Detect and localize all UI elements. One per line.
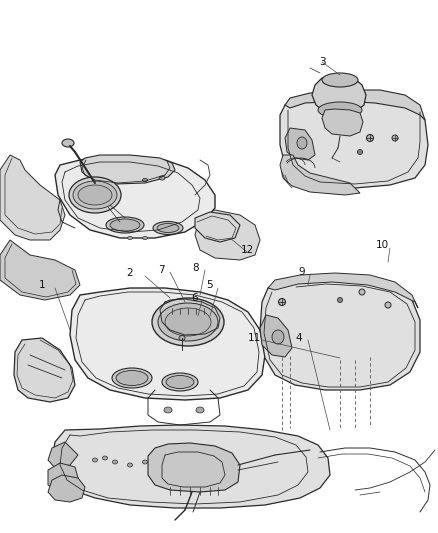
Ellipse shape (112, 460, 117, 464)
Ellipse shape (384, 302, 390, 308)
Polygon shape (194, 212, 240, 242)
Ellipse shape (391, 135, 397, 141)
Polygon shape (0, 155, 65, 240)
Polygon shape (259, 280, 419, 390)
Ellipse shape (162, 373, 198, 391)
Ellipse shape (116, 370, 148, 385)
Ellipse shape (127, 237, 132, 239)
Ellipse shape (110, 219, 140, 231)
Ellipse shape (272, 330, 283, 344)
Ellipse shape (62, 139, 74, 147)
Text: 2: 2 (127, 268, 133, 278)
Polygon shape (267, 273, 417, 308)
Polygon shape (284, 128, 314, 160)
Ellipse shape (142, 237, 147, 239)
Polygon shape (259, 315, 291, 357)
Ellipse shape (153, 222, 183, 235)
Ellipse shape (78, 185, 112, 205)
Ellipse shape (73, 181, 117, 209)
Polygon shape (194, 210, 259, 260)
Text: 10: 10 (374, 240, 388, 250)
Ellipse shape (317, 102, 361, 118)
Polygon shape (52, 425, 329, 508)
Ellipse shape (179, 335, 184, 341)
Ellipse shape (278, 298, 285, 305)
Ellipse shape (358, 289, 364, 295)
Ellipse shape (92, 458, 97, 462)
Ellipse shape (297, 137, 306, 149)
Text: 4: 4 (295, 333, 302, 343)
Ellipse shape (337, 297, 342, 303)
Text: 8: 8 (192, 263, 199, 273)
Polygon shape (279, 96, 427, 188)
Ellipse shape (195, 407, 204, 413)
Polygon shape (48, 442, 78, 468)
Text: 1: 1 (39, 280, 45, 290)
Ellipse shape (142, 179, 147, 182)
Ellipse shape (102, 456, 107, 460)
Text: 6: 6 (191, 293, 198, 303)
Ellipse shape (127, 463, 132, 467)
Text: 12: 12 (240, 245, 253, 255)
Polygon shape (55, 156, 215, 238)
Polygon shape (70, 288, 265, 400)
Ellipse shape (142, 460, 147, 464)
Text: 3: 3 (318, 57, 325, 67)
Ellipse shape (158, 303, 218, 341)
Text: 9: 9 (298, 267, 304, 277)
Polygon shape (311, 75, 365, 115)
Polygon shape (284, 90, 424, 120)
Text: 11: 11 (247, 333, 260, 343)
Ellipse shape (112, 368, 152, 388)
Ellipse shape (166, 376, 194, 389)
Text: 5: 5 (206, 280, 213, 290)
Polygon shape (48, 463, 78, 490)
Polygon shape (80, 155, 175, 184)
Ellipse shape (321, 73, 357, 87)
Ellipse shape (165, 308, 211, 336)
Ellipse shape (157, 223, 179, 232)
Ellipse shape (69, 177, 121, 213)
Ellipse shape (106, 217, 144, 233)
Text: 7: 7 (157, 265, 164, 275)
Ellipse shape (152, 298, 223, 346)
Polygon shape (279, 155, 359, 195)
Polygon shape (48, 475, 85, 502)
Polygon shape (321, 109, 362, 136)
Ellipse shape (164, 407, 172, 413)
Polygon shape (14, 338, 75, 402)
Ellipse shape (357, 149, 362, 155)
Polygon shape (148, 443, 240, 492)
Ellipse shape (366, 134, 373, 141)
Ellipse shape (159, 176, 165, 180)
Polygon shape (0, 240, 80, 300)
